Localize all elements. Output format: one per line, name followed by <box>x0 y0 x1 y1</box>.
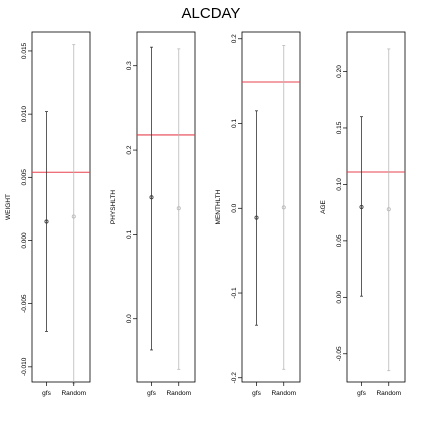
plot-frame <box>241 31 301 383</box>
panels: -0.010 -0.005 0.000 0.005 0.010 0.015 WEIGHT gf… <box>5 31 406 397</box>
interval-random <box>176 48 181 370</box>
interval-gfs <box>254 110 259 326</box>
y-tick-label: -0.1 <box>231 287 238 299</box>
y-tick-label: 0.015 <box>21 42 28 59</box>
x-tick-label: gfs <box>357 390 366 397</box>
interval-gfs <box>359 116 364 297</box>
interval-gfs <box>44 111 49 332</box>
interval-point <box>149 195 154 200</box>
x-tick-label: gfs <box>147 390 156 397</box>
y-tick-label: 0.15 <box>336 121 343 134</box>
y-tick-label: 0.000 <box>21 232 28 249</box>
interval-point <box>71 214 76 219</box>
y-tick-label: 0.00 <box>336 291 343 304</box>
x-tick-label: gfs <box>42 390 51 397</box>
panel-weight: -0.010 -0.005 0.000 0.005 0.010 0.015 WEIGHT gf… <box>5 31 91 397</box>
y-tick-label: 0.1 <box>126 230 133 239</box>
y-tick-label: 0.0 <box>231 203 238 212</box>
plot-frame <box>31 31 91 383</box>
plot-frame <box>136 31 196 383</box>
y-axis-label: PHYSHLTH <box>110 190 117 224</box>
y-tick-label: 0.10 <box>336 178 343 191</box>
y-tick-label: -0.005 <box>21 294 28 313</box>
panel-physhlth: 0.0 0.1 0.2 0.3 PHYSHLTH gfs Random <box>110 31 196 397</box>
y-tick-label: 0.005 <box>21 169 28 186</box>
y-tick-label: 0.2 <box>231 34 238 43</box>
plot-frame <box>346 31 406 383</box>
y-tick-label: 0.010 <box>21 106 28 123</box>
x-tick-label: Random <box>166 390 191 397</box>
y-tick-label: 0.2 <box>126 145 133 154</box>
x-tick-label: Random <box>271 390 296 397</box>
y-tick-label: -0.010 <box>21 357 28 376</box>
chart-title: ALCDAY <box>182 5 241 22</box>
y-tick-label: 0.1 <box>231 119 238 128</box>
interval-point <box>359 204 364 209</box>
y-tick-label: 0.3 <box>126 61 133 70</box>
interval-random <box>71 44 76 384</box>
x-tick-label: gfs <box>252 390 261 397</box>
x-tick-label: Random <box>376 390 401 397</box>
panel-menthlth: -0.2 -0.1 0.0 0.1 0.2 MENTHLTH gfs Random <box>215 31 301 397</box>
interval-point <box>386 207 391 212</box>
interval-point <box>44 219 49 224</box>
interval-random <box>386 48 391 372</box>
y-tick-label: 0.0 <box>126 314 133 323</box>
y-tick-label: -0.05 <box>336 346 343 361</box>
y-axis-label: AGE <box>320 199 327 213</box>
y-tick-label: 0.05 <box>336 234 343 247</box>
y-axis-label: MENTHLTH <box>215 189 222 224</box>
interval-gfs <box>149 46 154 351</box>
x-tick-label: Random <box>61 390 86 397</box>
y-tick-label: 0.20 <box>336 65 343 78</box>
panel-age: -0.05 0.00 0.05 0.10 0.15 0.20 AGE gfs Random <box>320 31 406 397</box>
y-tick-label: -0.2 <box>231 372 238 384</box>
interval-point <box>281 205 286 210</box>
interval-point <box>254 215 259 220</box>
interval-random <box>281 45 286 370</box>
y-axis-label: WEIGHT <box>5 194 12 220</box>
interval-point <box>176 206 181 211</box>
